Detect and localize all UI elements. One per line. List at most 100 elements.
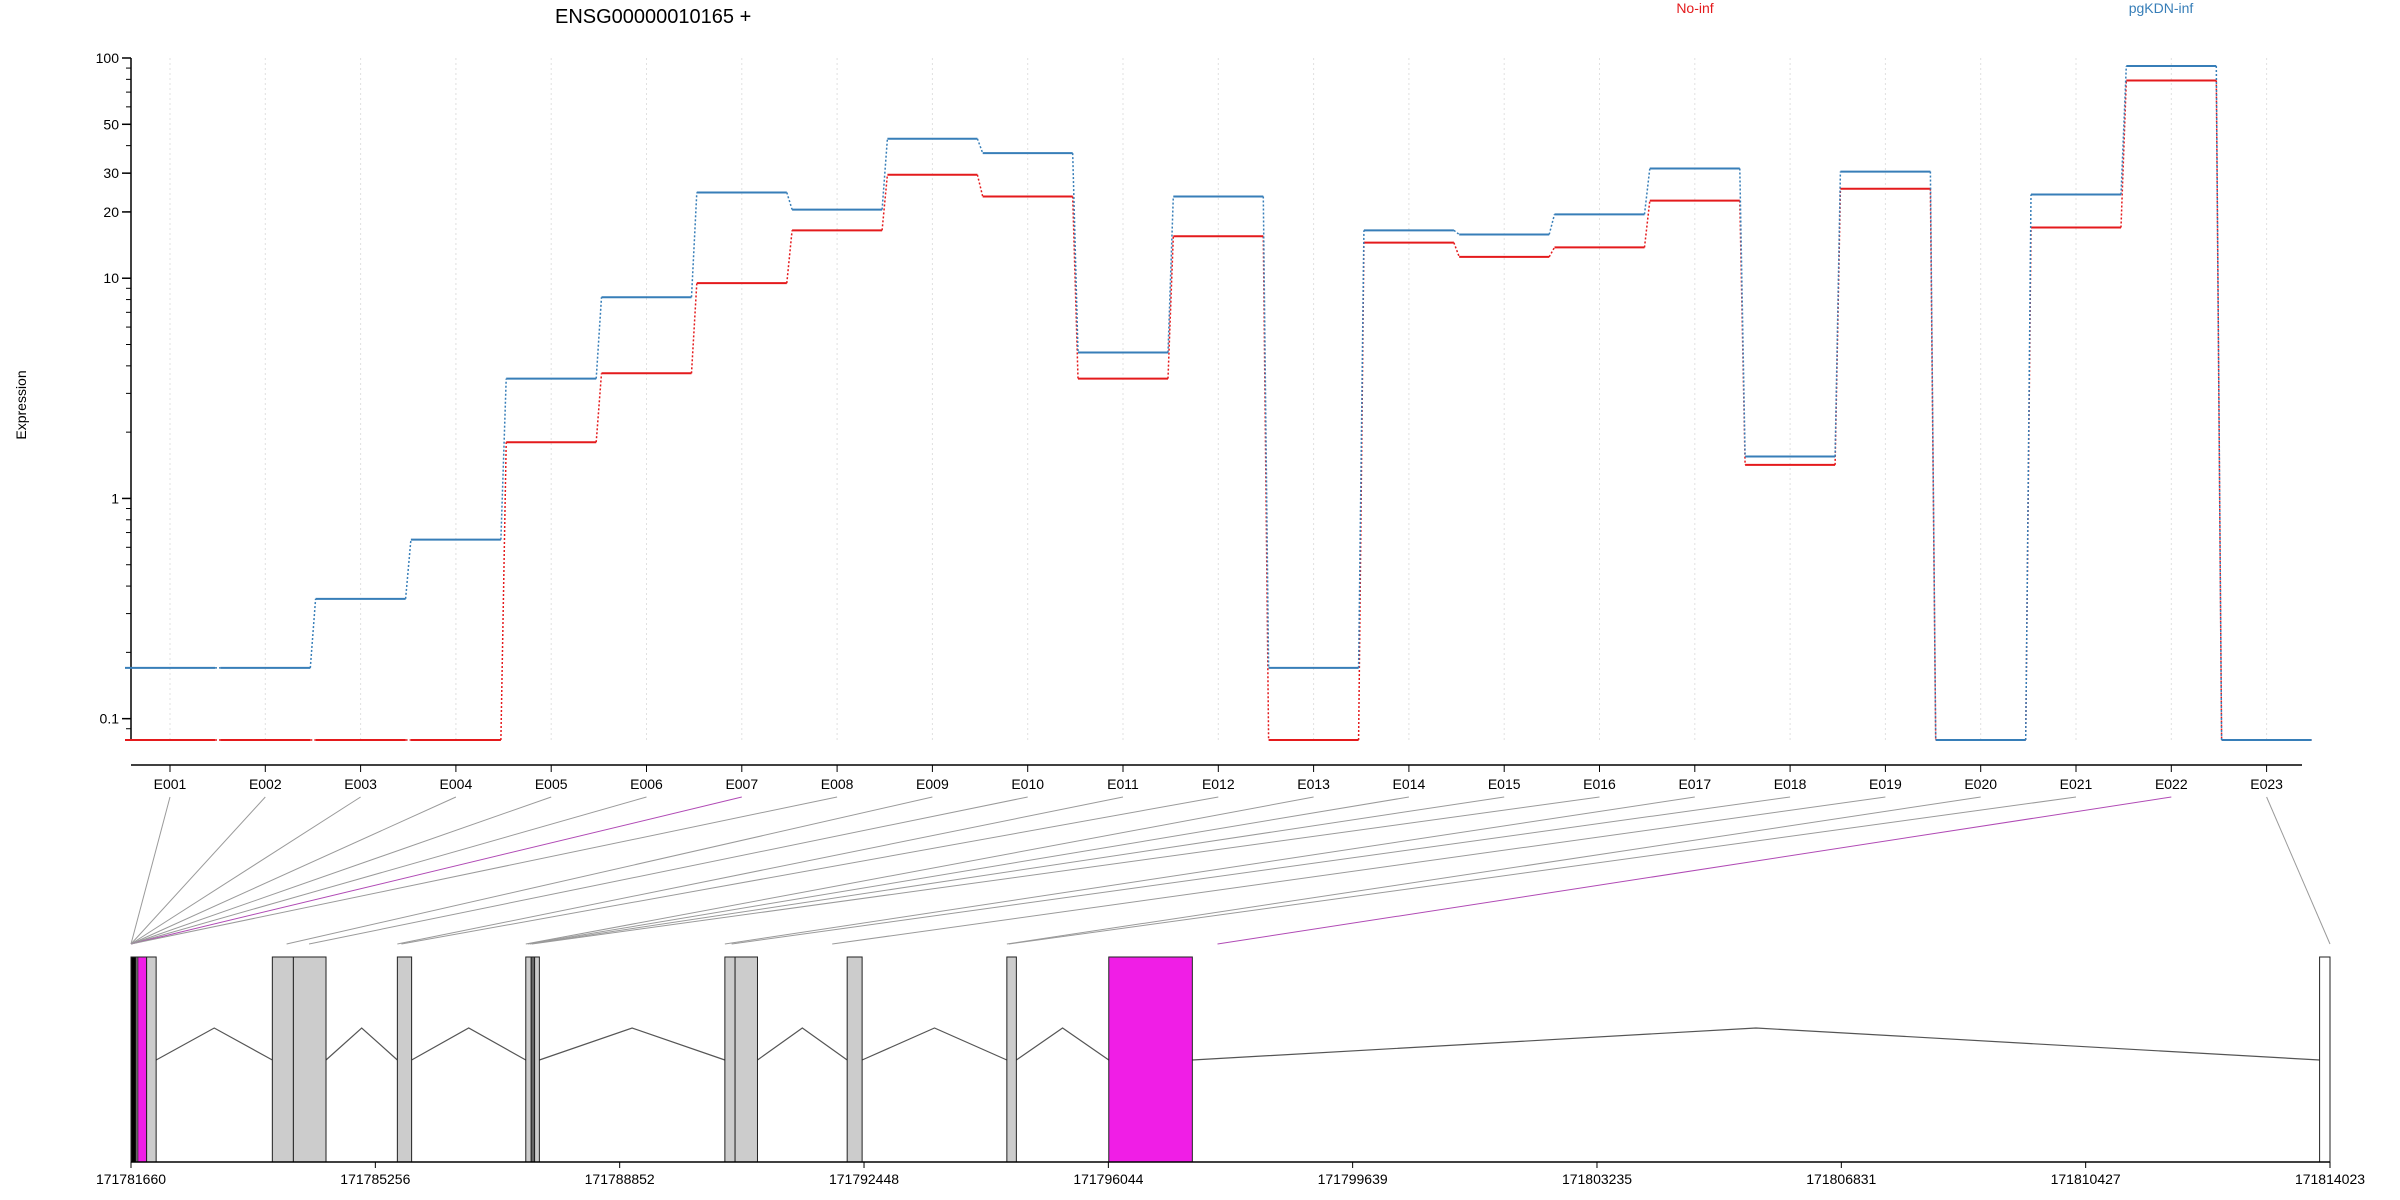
series-connector <box>2120 65 2128 195</box>
exon-link-e007 <box>130 796 742 945</box>
x-tick-label-e002: E002 <box>249 776 282 792</box>
series-connector <box>595 297 603 379</box>
exon-box <box>292 956 327 1163</box>
exon-link-e020 <box>1006 796 1981 945</box>
exon-link-e017 <box>724 796 1695 945</box>
exon-box <box>530 956 536 1163</box>
exon-box <box>724 956 736 1163</box>
x-tick-label-e023: E023 <box>2250 776 2283 792</box>
exon-box <box>396 956 413 1163</box>
y-tick-label: 0.1 <box>100 711 120 727</box>
series-connector <box>1262 196 1270 668</box>
exon-box <box>525 956 532 1163</box>
exon-link-e005 <box>130 796 552 945</box>
genomic-coordinate-axis: 171781660 171785256 171788852 171792448 1717… <box>96 1161 2365 1187</box>
x-tick-label-e013: E013 <box>1297 776 1330 792</box>
x-tick-label-e022: E022 <box>2155 776 2188 792</box>
series-connector <box>1548 214 1556 235</box>
exon-box <box>1006 956 1017 1163</box>
exon-link-e006 <box>130 796 647 945</box>
coord-tick-label: 171814023 <box>2295 1171 2365 1187</box>
series-connector <box>1453 242 1460 258</box>
exon-box <box>130 956 137 1163</box>
x-tick-label-e015: E015 <box>1488 776 1521 792</box>
x-axis: E001 E002 E003 E004 E005 E006 E007 E008 E009 E010… <box>131 764 2302 792</box>
exon-link-e001 <box>130 796 171 945</box>
intron-line <box>861 1027 1008 1061</box>
coord-tick-label: 171788852 <box>585 1171 655 1187</box>
exon-link-e013 <box>525 796 1314 945</box>
exon-links <box>130 796 2331 945</box>
exon-box <box>2319 956 2331 1163</box>
series-connector <box>690 283 698 374</box>
series-connector <box>976 174 984 197</box>
exon-box <box>137 956 148 1163</box>
series-connector <box>1834 171 1842 457</box>
series-connector <box>1262 236 1270 741</box>
x-tick-label-e008: E008 <box>821 776 854 792</box>
series-connector <box>1739 168 1746 457</box>
exon-box <box>734 956 758 1163</box>
series-pgkdn-inf <box>125 64 2312 741</box>
series-connector <box>1453 229 1460 236</box>
series-connector <box>595 373 603 443</box>
y-tick-label: 10 <box>103 270 119 286</box>
exon-box <box>271 956 294 1163</box>
intron-line <box>1192 1027 2320 1061</box>
exon-box <box>146 956 157 1163</box>
exon-link-e002 <box>130 796 266 945</box>
coord-tick-label: 171806831 <box>1806 1171 1876 1187</box>
exon-link-e019 <box>832 796 1886 945</box>
y-tick-label: 1 <box>111 490 119 506</box>
x-tick-label-e021: E021 <box>2060 776 2093 792</box>
exon-link-e009 <box>286 796 933 945</box>
y-axis: 0.1 1 10 20 30 50 100 <box>96 50 132 741</box>
series-connector <box>976 138 984 154</box>
series-connector <box>1071 153 1079 353</box>
y-tick-label: 30 <box>103 165 119 181</box>
exon-link-e008 <box>130 796 838 945</box>
exon-link-e023 <box>2266 796 2331 945</box>
series-connector <box>881 138 889 210</box>
series-connector <box>1929 171 1937 741</box>
x-tick-label-e009: E009 <box>916 776 949 792</box>
series-connector <box>2024 194 2032 741</box>
x-tick-label-e014: E014 <box>1393 776 1426 792</box>
series-connector <box>1643 200 1651 248</box>
coord-tick-label: 171785256 <box>340 1171 410 1187</box>
exon-link-e012 <box>401 796 1219 945</box>
exon-link-e003 <box>130 796 361 945</box>
x-tick-label-e010: E010 <box>1011 776 1044 792</box>
y-tick-label: 50 <box>103 116 119 132</box>
exon-box <box>846 956 863 1163</box>
x-tick-label-e018: E018 <box>1774 776 1807 792</box>
series-connector <box>786 230 793 284</box>
x-tick-label-e016: E016 <box>1583 776 1616 792</box>
exon-link-e021 <box>1008 796 2077 945</box>
series-connector <box>404 539 412 599</box>
y-tick-label: 100 <box>96 50 120 66</box>
series-connector <box>500 378 507 540</box>
x-tick-label-e003: E003 <box>344 776 377 792</box>
x-tick-label-e004: E004 <box>440 776 473 792</box>
x-tick-label-e005: E005 <box>535 776 568 792</box>
intron-line <box>757 1027 848 1061</box>
series-connector <box>881 174 889 231</box>
x-tick-label-e012: E012 <box>1202 776 1235 792</box>
exon-box <box>534 956 540 1163</box>
series-connector <box>786 192 793 210</box>
intron-line <box>325 1027 398 1061</box>
legend-item-pgkdn-inf: pgKDN-inf <box>2129 0 2194 16</box>
x-tick-label-e019: E019 <box>1869 776 1902 792</box>
exon-link-e011 <box>397 796 1124 945</box>
exon-link-e015 <box>529 796 1505 945</box>
chart-title: ENSG00000010165 + <box>555 6 751 28</box>
series-connector <box>1357 230 1365 668</box>
series-connector <box>2120 80 2128 228</box>
intron-line <box>411 1027 527 1061</box>
grid-lines <box>169 58 2268 740</box>
intron-line <box>1016 1027 1110 1061</box>
exon-box <box>1108 956 1193 1163</box>
coord-tick-label: 171792448 <box>829 1171 899 1187</box>
